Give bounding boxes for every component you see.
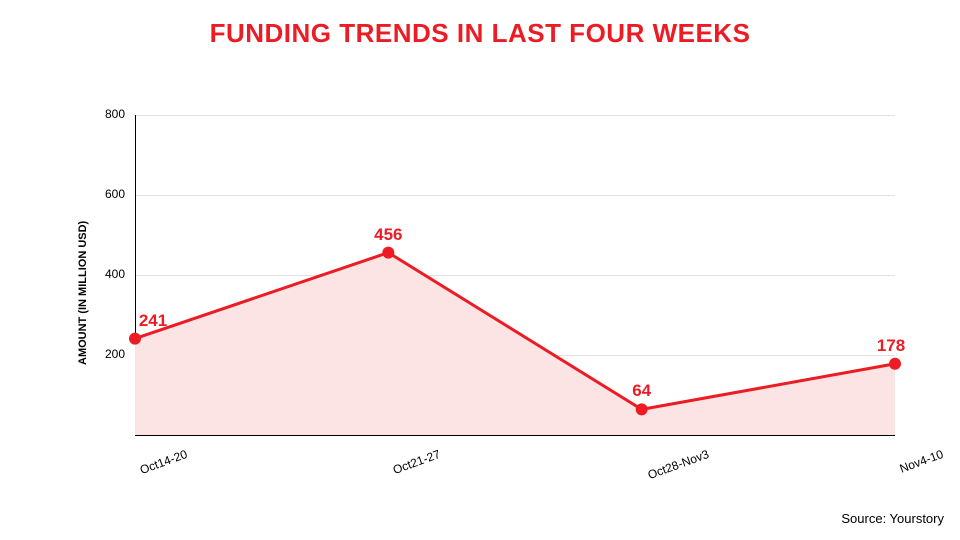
- data-label: 64: [632, 381, 651, 401]
- data-marker: [636, 403, 648, 415]
- area-fill: [135, 253, 895, 435]
- x-axis: [135, 435, 895, 436]
- data-label: 178: [877, 336, 905, 356]
- data-label: 241: [139, 311, 167, 331]
- chart-title: FUNDING TRENDS IN LAST FOUR WEEKS: [0, 0, 960, 49]
- plot-area: AMOUNT (IN MILLION USD) 200400600800 Oct…: [135, 115, 895, 435]
- x-tick-label: Oct14-20: [138, 447, 189, 477]
- data-marker: [382, 247, 394, 259]
- y-tick-label: 400: [75, 267, 125, 281]
- x-tick-label: Nov4-10: [898, 447, 945, 476]
- y-tick-label: 600: [75, 187, 125, 201]
- data-marker: [889, 358, 901, 370]
- data-label: 456: [374, 225, 402, 245]
- y-axis-label: AMOUNT (IN MILLION USD): [77, 221, 89, 365]
- x-tick-label: Oct28-Nov3: [646, 447, 711, 482]
- area-line-svg: [135, 115, 895, 435]
- chart-container: FUNDING TRENDS IN LAST FOUR WEEKS AMOUNT…: [0, 0, 960, 540]
- y-tick-label: 800: [75, 107, 125, 121]
- y-tick-label: 200: [75, 347, 125, 361]
- source-text: Source: Yourstory: [841, 511, 944, 526]
- x-tick-label: Oct21-27: [391, 447, 442, 477]
- data-marker: [129, 333, 141, 345]
